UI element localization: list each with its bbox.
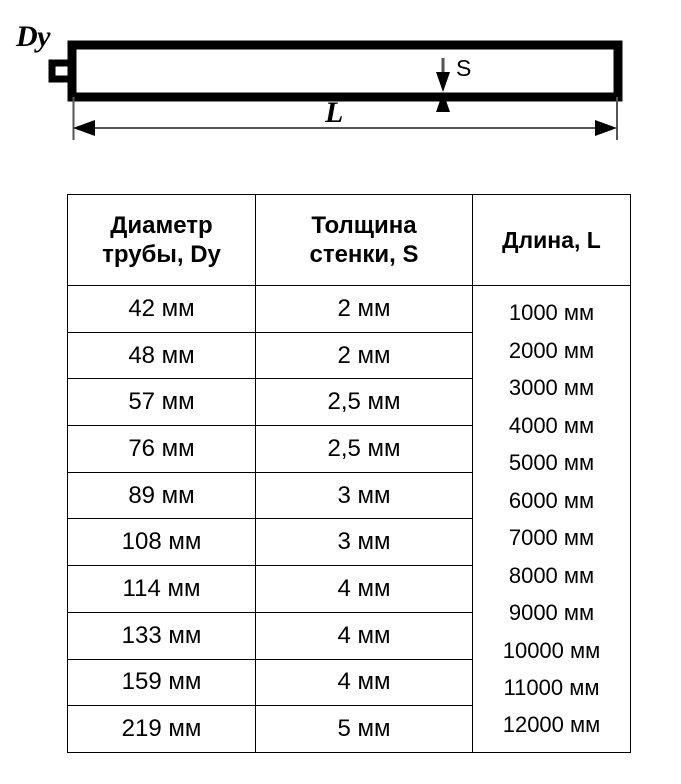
length-label: L: [325, 96, 344, 129]
pipe-diagram: Dy L S: [0, 0, 681, 185]
column-header-thickness-line2: стенки, S: [309, 241, 419, 268]
length-item: 6000 мм: [508, 487, 595, 513]
dy-label: Dy: [16, 20, 50, 53]
cell-diameter: 42 мм: [67, 285, 256, 333]
table-row: 42 мм 2 мм 1000 мм 2000 мм 3000 мм 4000 мм 500…: [67, 285, 631, 753]
cell-thickness: 5 мм: [255, 705, 473, 753]
pipe-diagram-svg: [48, 40, 623, 140]
table-row: 108 мм 3 мм: [67, 518, 631, 567]
cell-thickness: 4 мм: [255, 658, 473, 707]
table-row: 159 мм 4 мм: [67, 658, 631, 707]
column-header-thickness-line1: Толщина: [311, 211, 417, 239]
column-header-diameter-line1: Диаметр: [110, 211, 213, 239]
cell-diameter: 108 мм: [67, 518, 256, 567]
dimension-extension-lines: [72, 97, 618, 140]
cell-lengths: 1000 мм 2000 мм 3000 мм 4000 мм 5000 мм 6000 …: [472, 285, 631, 753]
cell-thickness: 4 мм: [255, 565, 473, 613]
thickness-label: S: [456, 55, 472, 81]
thickness-dimension-arrows: [436, 58, 450, 112]
table-body: 42 мм 2 мм 1000 мм 2000 мм 3000 мм 4000 мм 500…: [67, 285, 631, 753]
lengths-stack: 1000 мм 2000 мм 3000 мм 4000 мм 5000 мм 6000 …: [473, 290, 630, 747]
table-row: 89 мм 3 мм: [67, 471, 631, 520]
table-row: 76 мм 2,5 мм: [67, 425, 631, 473]
column-header-thickness: Толщина стенки, S: [255, 194, 473, 286]
column-header-length: Длина, L: [472, 194, 631, 286]
length-item: 10000 мм: [502, 637, 601, 663]
length-item: 5000 мм: [508, 450, 595, 476]
length-item: 12000 мм: [502, 712, 601, 738]
table-row: 48 мм 2 мм: [67, 331, 631, 380]
cell-diameter: 114 мм: [67, 565, 256, 613]
length-dimension-line: [73, 120, 617, 136]
cell-thickness: 2,5 мм: [255, 378, 473, 427]
pipe-spec-table: Диаметр трубы, Dy Толщина стенки, S Длин…: [67, 194, 631, 753]
cell-diameter: 76 мм: [67, 425, 256, 473]
cell-thickness: 2 мм: [255, 285, 473, 333]
cell-thickness: 2,5 мм: [255, 425, 473, 473]
cell-thickness: 3 мм: [255, 471, 473, 520]
table-header: Диаметр трубы, Dy Толщина стенки, S Длин…: [67, 194, 631, 286]
pipe-body-icon: [67, 40, 623, 102]
cell-thickness: 2 мм: [255, 331, 473, 380]
cell-diameter: 89 мм: [67, 471, 256, 520]
cell-diameter: 57 мм: [67, 378, 256, 427]
length-item: 9000 мм: [508, 600, 595, 626]
header-row: Диаметр трубы, Dy Толщина стенки, S Длин…: [67, 194, 631, 286]
length-item: 7000 мм: [508, 525, 595, 551]
table-row: 219 мм 5 мм: [67, 705, 631, 753]
table-row: 57 мм 2,5 мм: [67, 378, 631, 427]
length-item: 2000 мм: [508, 337, 595, 363]
cell-diameter: 133 мм: [67, 611, 256, 660]
length-item: 4000 мм: [508, 412, 595, 438]
cell-diameter: 219 мм: [67, 705, 256, 753]
cell-thickness: 4 мм: [255, 611, 473, 660]
table-row: 114 мм 4 мм: [67, 565, 631, 613]
table-row: 133 мм 4 мм: [67, 611, 631, 660]
length-item: 1000 мм: [508, 300, 595, 326]
cell-diameter: 48 мм: [67, 331, 256, 380]
column-header-diameter-line2: трубы, Dy: [102, 241, 221, 268]
cell-thickness: 3 мм: [255, 518, 473, 567]
length-item: 3000 мм: [508, 375, 595, 401]
cell-diameter: 159 мм: [67, 658, 256, 707]
length-item: 11000 мм: [503, 674, 600, 700]
column-header-diameter: Диаметр трубы, Dy: [67, 194, 256, 286]
length-item: 8000 мм: [508, 562, 595, 588]
